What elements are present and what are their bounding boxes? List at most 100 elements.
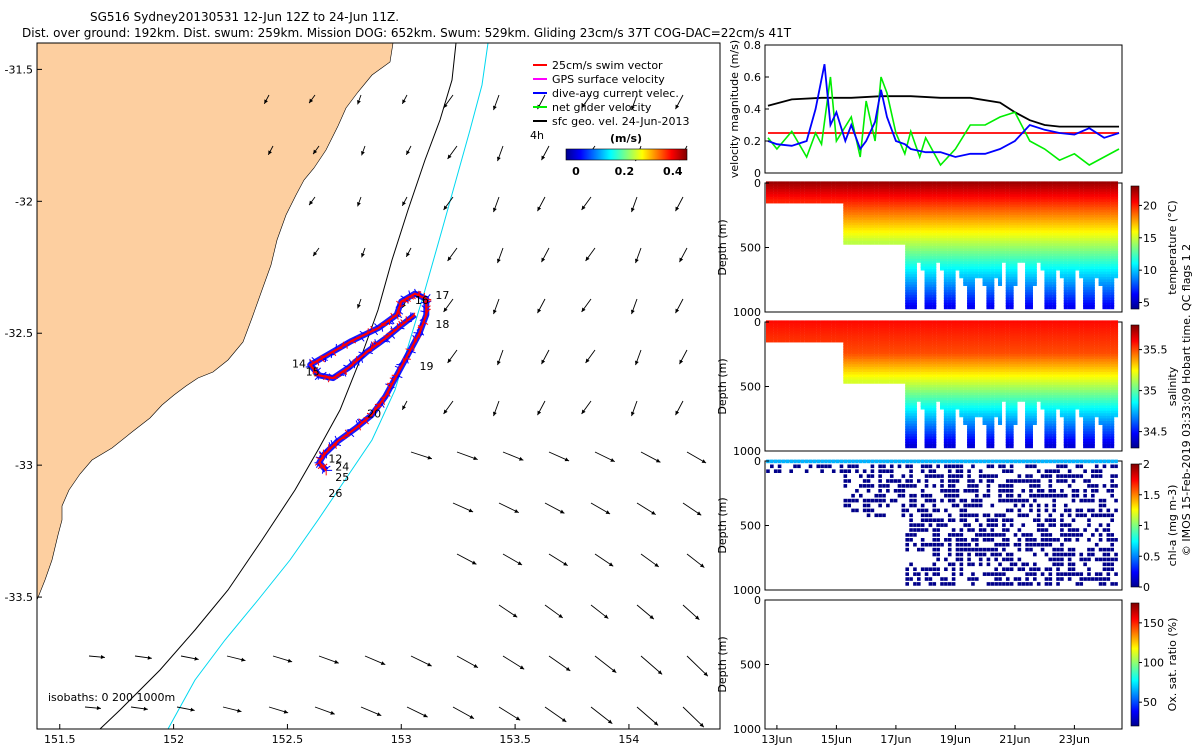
section-sample (1009, 245, 1014, 250)
section-sample (959, 204, 964, 209)
section-sample (924, 282, 929, 287)
section-sample (1083, 253, 1088, 258)
section-sample (1009, 204, 1014, 209)
section-sample (1036, 181, 1041, 186)
section-sample (978, 230, 983, 235)
section-sample (947, 297, 952, 302)
section-sample (1005, 181, 1010, 186)
section-sample (882, 191, 886, 196)
section-sample (889, 338, 894, 343)
section-sample (1114, 194, 1119, 199)
section-sample (1028, 297, 1033, 302)
section-sample (858, 325, 863, 330)
section-sample (912, 384, 917, 389)
section-sample (924, 300, 929, 305)
section-sample (882, 333, 886, 338)
section-sample (916, 191, 921, 196)
section-sample (1040, 230, 1045, 235)
section-sample (1009, 300, 1014, 305)
velocity-arrow-head (607, 719, 613, 724)
section-sample (928, 341, 933, 346)
section-sample (874, 191, 879, 196)
section-sample (909, 335, 914, 340)
velocity-arrow (498, 706, 521, 721)
section-sample (928, 400, 933, 405)
section-sample (920, 395, 925, 400)
section-sample (940, 338, 945, 343)
section-sample (866, 369, 871, 374)
section-sample (1048, 232, 1053, 237)
section-sample (897, 379, 902, 384)
section-sample (916, 395, 921, 400)
section-sample (1040, 240, 1045, 245)
section-sample (916, 328, 921, 333)
section-sample (974, 366, 979, 371)
section-sample (909, 287, 914, 292)
section-sample (963, 274, 968, 279)
section-sample (1106, 274, 1111, 279)
section-sample (924, 402, 929, 407)
section-sample (970, 322, 975, 327)
section-sample (924, 408, 929, 413)
section-sample (789, 191, 794, 196)
section-sample (943, 421, 948, 426)
section-sample (974, 220, 979, 225)
section-sample (1025, 287, 1030, 292)
section-sample (955, 405, 960, 410)
section-sample (947, 410, 952, 415)
section-sample (955, 266, 960, 271)
section-sample (1075, 189, 1080, 194)
section-sample (947, 238, 952, 243)
section-sample (1086, 235, 1091, 240)
section-sample (932, 395, 937, 400)
section-sample (951, 320, 956, 325)
section-sample (882, 227, 886, 232)
section-sample (893, 351, 898, 356)
section-sample (1102, 220, 1107, 225)
section-sample (901, 366, 906, 371)
section-sample (1075, 238, 1080, 243)
section-sample (1102, 269, 1107, 274)
section-sample (893, 212, 898, 217)
section-sample (1052, 189, 1057, 194)
section-sample (943, 289, 948, 294)
section-sample (912, 402, 917, 407)
section-sample (897, 371, 902, 376)
section-sample (905, 199, 910, 204)
section-sample (1067, 199, 1072, 204)
section-sample (878, 328, 883, 333)
section-sample (990, 181, 995, 186)
section-sample (882, 207, 886, 212)
section-sample (928, 356, 933, 361)
section-sample (1059, 186, 1064, 191)
section-sample (1013, 235, 1018, 240)
section-sample (1040, 191, 1045, 196)
section-sample (1005, 196, 1010, 201)
section-sample (1028, 269, 1033, 274)
section-sample (928, 431, 933, 436)
section-sample (1044, 261, 1049, 266)
section-sample (1048, 202, 1053, 207)
section-sample (986, 361, 991, 366)
section-sample (1071, 232, 1076, 237)
section-sample (974, 361, 979, 366)
section-sample (924, 353, 929, 358)
section-sample (905, 351, 910, 356)
section-sample (951, 222, 956, 227)
section-sample (858, 207, 863, 212)
section-sample (1059, 245, 1064, 250)
section-sample (951, 444, 956, 449)
section-sample (901, 186, 906, 191)
section-sample (1056, 217, 1061, 222)
section-sample (920, 328, 925, 333)
section-sample (1052, 196, 1057, 201)
section-sample (974, 346, 979, 351)
section-sample (994, 220, 999, 225)
section-sample (978, 384, 983, 389)
section-sample (932, 397, 937, 402)
section-sample (816, 338, 821, 343)
section-sample (928, 423, 933, 428)
section-sample (901, 191, 906, 196)
section-sample (1086, 225, 1091, 230)
